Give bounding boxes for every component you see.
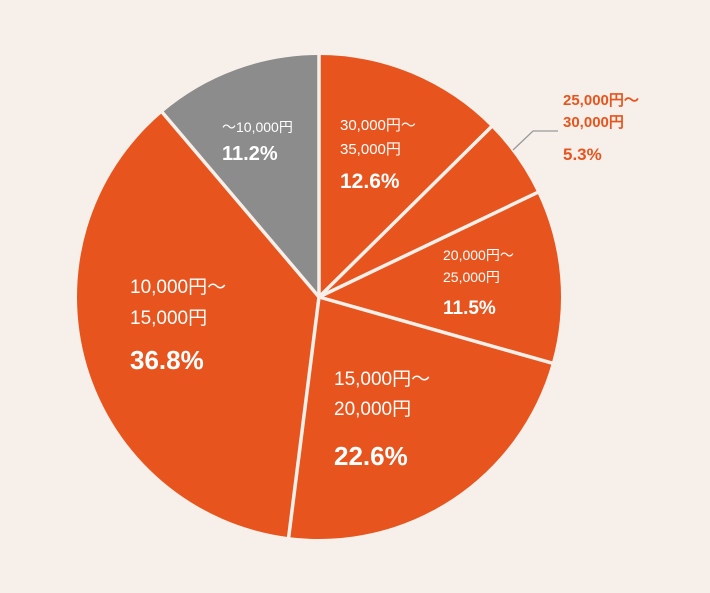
slice-label-percent-5: 36.8% <box>130 345 204 375</box>
leader-line-2 <box>512 130 558 151</box>
pie-slice-5 <box>76 112 319 538</box>
slice-label-range-end-5: 15,000円 <box>130 308 207 329</box>
pie-labels: 30,000円〜 35,000円 12.6% 25,000円〜 30,000円 5.3% 2… <box>130 92 639 471</box>
slice-label-percent-3: 11.5% <box>443 298 496 319</box>
slice-separator-4 <box>318 295 555 366</box>
slice-label-percent-1: 12.6% <box>340 170 400 193</box>
slice-label-range-end-3: 25,000円 <box>443 269 500 285</box>
slice-label-range-end-4: 20,000円 <box>334 399 411 420</box>
slice-label-percent-2: 5.3% <box>563 145 602 164</box>
slice-label-range-start-2: 25,000円〜 <box>563 92 639 109</box>
slice-label-range-start-6: 〜10,000円 <box>222 119 293 135</box>
slice-label-range-end-1: 35,000円 <box>340 141 401 158</box>
slice-label-range-start-1: 30,000円〜 <box>340 117 416 134</box>
pie-slice-2 <box>319 126 538 297</box>
slice-separator-3 <box>318 190 540 299</box>
slice-separator-2 <box>317 124 494 299</box>
slice-separator-5 <box>286 296 321 540</box>
slice-label-range-start-5: 10,000円〜 <box>130 277 226 298</box>
pie-slice-1 <box>319 55 492 297</box>
slice-label-range-end-2: 30,000円 <box>563 114 624 131</box>
pie-slice-4 <box>288 297 552 539</box>
pie-slice-6 <box>162 55 319 297</box>
slice-label-range-start-3: 20,000円〜 <box>443 247 514 263</box>
slice-label-percent-4: 22.6% <box>334 441 408 471</box>
slice-label-percent-6: 11.2% <box>222 143 278 165</box>
pie-slice-3 <box>319 192 561 364</box>
pie-slices <box>76 53 561 540</box>
slice-label-range-start-4: 15,000円〜 <box>334 369 430 390</box>
slice-separator-6 <box>159 109 321 299</box>
